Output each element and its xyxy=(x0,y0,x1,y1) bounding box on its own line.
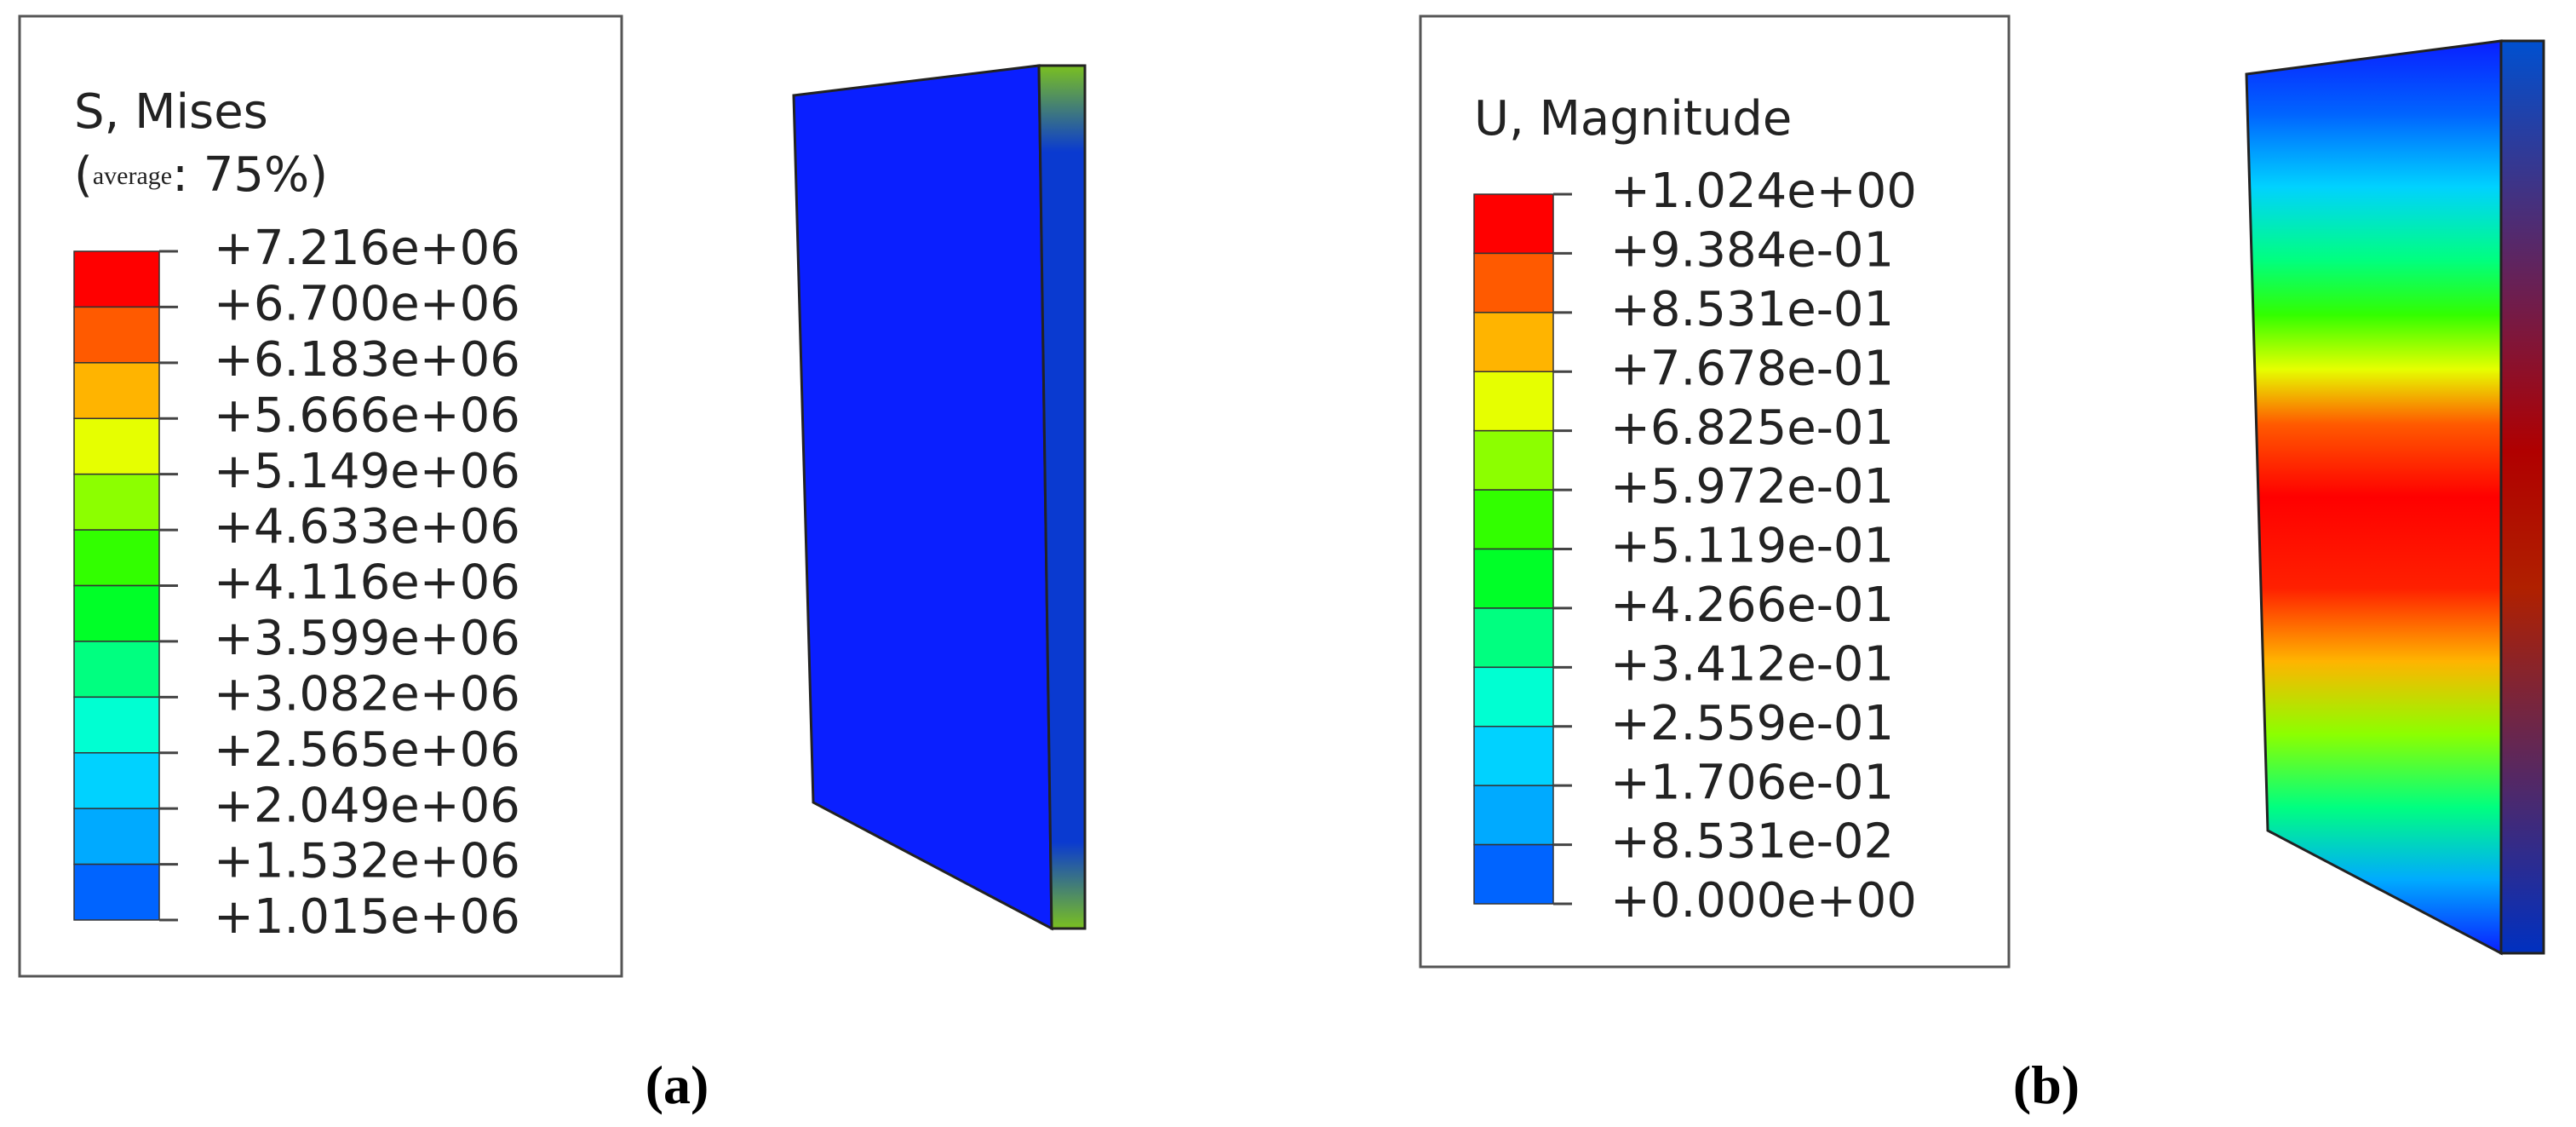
plate-side xyxy=(2499,39,2545,955)
legend-swatch xyxy=(1473,726,1554,786)
legend-label: +1.532e+06 xyxy=(214,834,520,889)
plate-side xyxy=(1037,64,1087,930)
legend-swatch xyxy=(73,641,160,699)
caption: (b) xyxy=(2013,1055,2080,1115)
legend-swatch xyxy=(73,362,160,420)
legend-label: +3.082e+06 xyxy=(214,666,520,722)
legend-swatch xyxy=(73,473,160,531)
plate-front xyxy=(2245,39,2503,956)
legend-label: +5.149e+06 xyxy=(214,444,520,499)
plate-b xyxy=(2245,39,2545,956)
legend-swatch xyxy=(1473,666,1554,727)
legend-label: +4.116e+06 xyxy=(214,555,520,611)
legend-label: +3.599e+06 xyxy=(214,611,520,666)
legend-swatch xyxy=(1473,785,1554,846)
legend-label: +2.049e+06 xyxy=(214,778,520,833)
legend-label: +8.531e-01 xyxy=(1610,282,1894,337)
legend-label: +6.825e-01 xyxy=(1610,400,1894,456)
legend-swatch xyxy=(73,417,160,475)
legend-swatch xyxy=(73,250,160,308)
legend-label: +9.384e-01 xyxy=(1610,223,1894,279)
legend-swatch xyxy=(1473,607,1554,669)
legend-swatch xyxy=(1473,312,1554,373)
legend-swatch xyxy=(1473,489,1554,550)
legend-label: +8.531e-02 xyxy=(1610,814,1894,870)
legend-swatch xyxy=(1473,843,1554,905)
legend-swatch xyxy=(73,306,160,364)
legend-label: +3.412e-01 xyxy=(1610,636,1894,692)
legend-swatch xyxy=(1473,193,1554,255)
caption: (a) xyxy=(645,1055,709,1115)
legend-title: U, Magnitude xyxy=(1474,91,1792,147)
legend-title: S, Mises xyxy=(74,84,268,140)
legend-swatch xyxy=(73,808,160,865)
legend-label: +7.216e+06 xyxy=(214,221,520,276)
legend-label: +5.666e+06 xyxy=(214,388,520,443)
legend-swatch xyxy=(73,696,160,754)
legend-label: +0.000e+00 xyxy=(1610,873,1917,929)
legend-label: +4.633e+06 xyxy=(214,499,520,555)
legend-label: +1.706e-01 xyxy=(1610,755,1894,810)
legend-label: +2.559e-01 xyxy=(1610,696,1894,751)
legend-swatch xyxy=(1473,371,1554,432)
legend-label: +2.565e+06 xyxy=(214,722,520,778)
legend-swatch xyxy=(73,863,160,921)
legend-label: +5.972e-01 xyxy=(1610,459,1894,515)
plate-a xyxy=(792,64,1087,931)
legend-label: +5.119e-01 xyxy=(1610,519,1894,574)
legend-subtitle: (average: 75%) xyxy=(74,147,328,203)
legend-label: +7.678e-01 xyxy=(1610,341,1894,396)
legend-swatch xyxy=(73,752,160,809)
legend-label: +1.024e+00 xyxy=(1610,164,1917,219)
legend-label: +4.266e-01 xyxy=(1610,578,1894,633)
plate-front xyxy=(792,64,1053,931)
legend-swatch xyxy=(1473,252,1554,313)
legend-swatch xyxy=(73,529,160,587)
legend-swatch xyxy=(1473,429,1554,491)
legend-label: +1.015e+06 xyxy=(214,889,520,945)
legend-swatch xyxy=(73,584,160,642)
legend-swatch xyxy=(1473,548,1554,609)
legend-label: +6.700e+06 xyxy=(214,277,520,332)
legend-label: +6.183e+06 xyxy=(214,332,520,388)
